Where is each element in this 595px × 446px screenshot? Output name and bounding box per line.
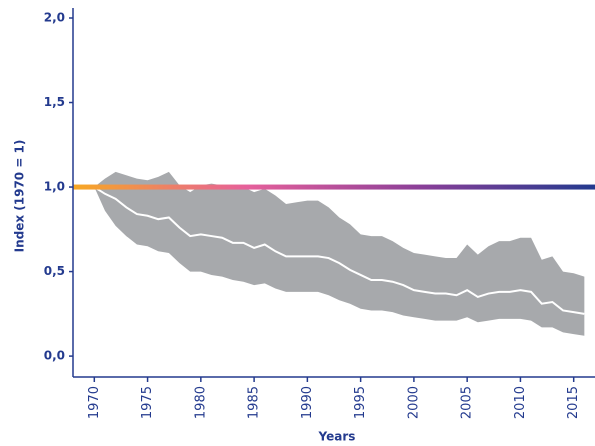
index-line [93,186,585,315]
x-tick-label: 1990 [300,386,315,419]
x-tick-label: 2000 [406,386,421,419]
x-tick-label: 1985 [247,386,262,419]
x-tick-label: 1970 [87,386,102,419]
reference-line [73,184,595,190]
x-axis-label: Years [318,430,356,444]
x-tick-label: 1975 [140,386,155,419]
y-tick-label: 1,5 [44,95,65,109]
confidence-band [94,171,585,336]
y-tick-label: 0,0 [44,349,65,363]
y-tick-label: 2,0 [44,11,65,25]
x-tick-label: 2015 [566,386,581,419]
x-tick-label: 1980 [193,386,208,419]
x-tick-label: 2010 [513,386,528,419]
y-axis-label: Index (1970 = 1) [13,140,27,253]
y-tick-label: 0,5 [44,264,65,278]
x-tick-label: 1995 [353,386,368,419]
x-tick-label: 2005 [460,386,475,419]
y-tick-label: 1,0 [44,180,65,194]
